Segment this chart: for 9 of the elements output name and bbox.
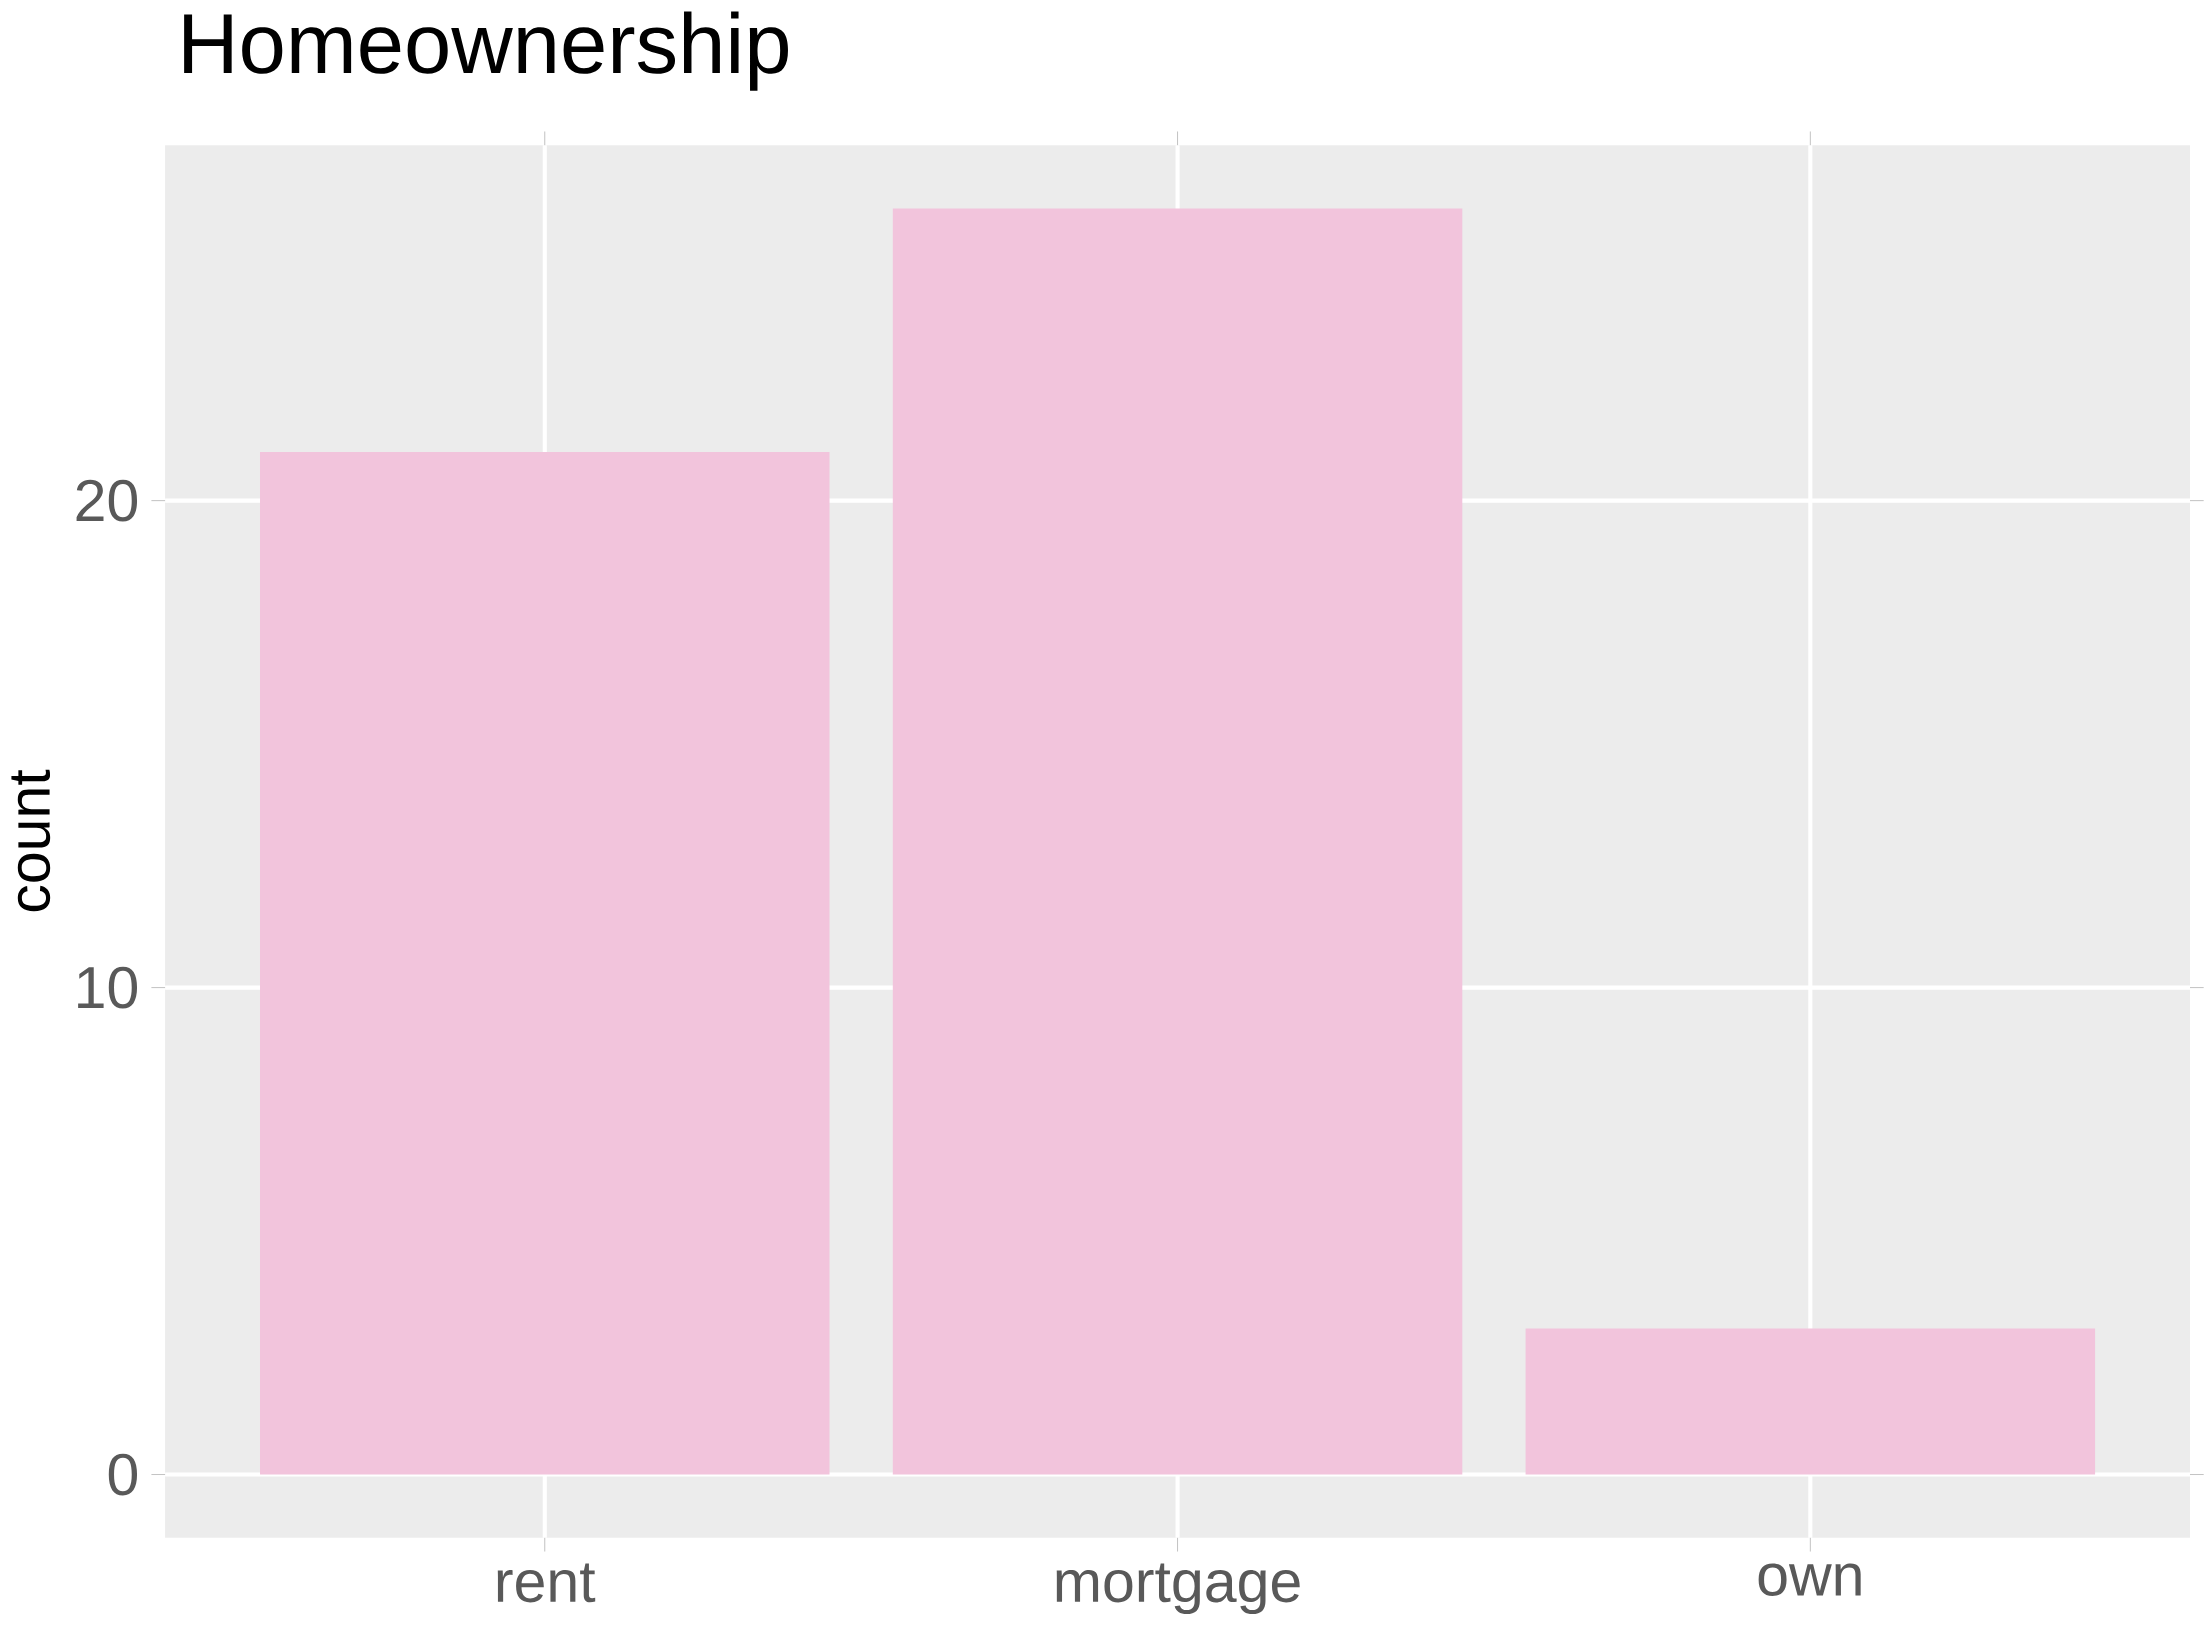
x-tick-label: rent bbox=[497, 1563, 596, 1603]
y-tick-label: 0 bbox=[108, 1453, 138, 1496]
x-tick-label: mortgage bbox=[1056, 1563, 1300, 1614]
y-tick-label: 10 bbox=[78, 966, 138, 1009]
y-axis-title: count bbox=[11, 769, 51, 912]
chart-title: Homeownership bbox=[184, 11, 788, 91]
bar bbox=[1525, 1328, 2096, 1475]
y-tick-label: 20 bbox=[76, 479, 138, 522]
x-tick-label: own bbox=[1758, 1563, 1861, 1596]
